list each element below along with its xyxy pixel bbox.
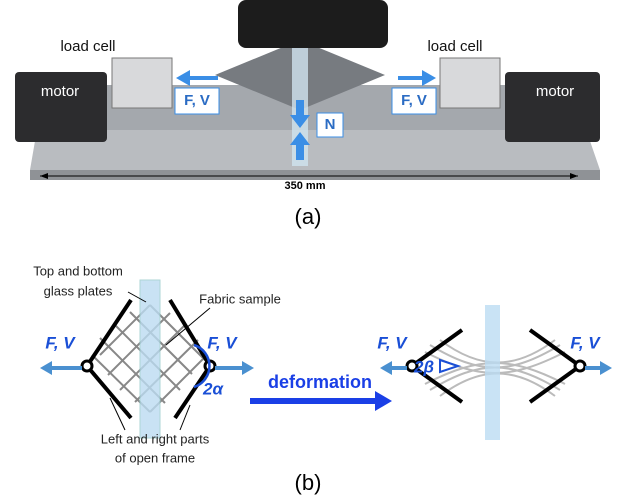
arrow-left [40, 361, 82, 375]
photo: load cell load cell motor motor F, V F, … [15, 0, 600, 192]
label: F, V [45, 333, 76, 352]
label: glass plates [44, 283, 113, 298]
label: F, V [570, 333, 601, 352]
arrow-right [398, 70, 436, 86]
arrow-right [215, 361, 254, 375]
label: Top and bottom [33, 263, 123, 278]
caption: (b) [295, 470, 322, 495]
label: Fabric sample [199, 291, 281, 306]
label: motor [536, 83, 574, 100]
label: deformation [268, 372, 372, 392]
caption: (a) [295, 204, 322, 229]
base-edge [30, 170, 600, 180]
label: F, V [401, 92, 427, 109]
label: F, V [377, 333, 408, 352]
glass-plate [485, 305, 500, 440]
load-cell-left [112, 58, 172, 108]
deformation-arrow [250, 391, 392, 411]
figure: load cell load cell motor motor F, V F, … [0, 0, 617, 498]
diagram: F, V F, V 2α Top and bottom glass plates… [33, 263, 612, 465]
label: 2α [202, 379, 224, 398]
label: load cell [60, 38, 115, 55]
arrow-left [380, 361, 407, 375]
camera [238, 0, 388, 48]
label: 350 mm [285, 180, 326, 192]
glass-plate [140, 280, 160, 438]
arrow-left [176, 70, 218, 86]
label: of open frame [115, 450, 195, 465]
arrow-right [585, 361, 612, 375]
label: Left and right parts [101, 431, 210, 446]
label: F, V [207, 333, 238, 352]
label: load cell [427, 38, 482, 55]
hinge [575, 361, 585, 371]
label: motor [41, 83, 79, 100]
label: 2β [413, 357, 434, 376]
hinge [82, 361, 92, 371]
load-cell-right [440, 58, 500, 108]
label: F, V [184, 92, 210, 109]
label: N [325, 116, 336, 133]
